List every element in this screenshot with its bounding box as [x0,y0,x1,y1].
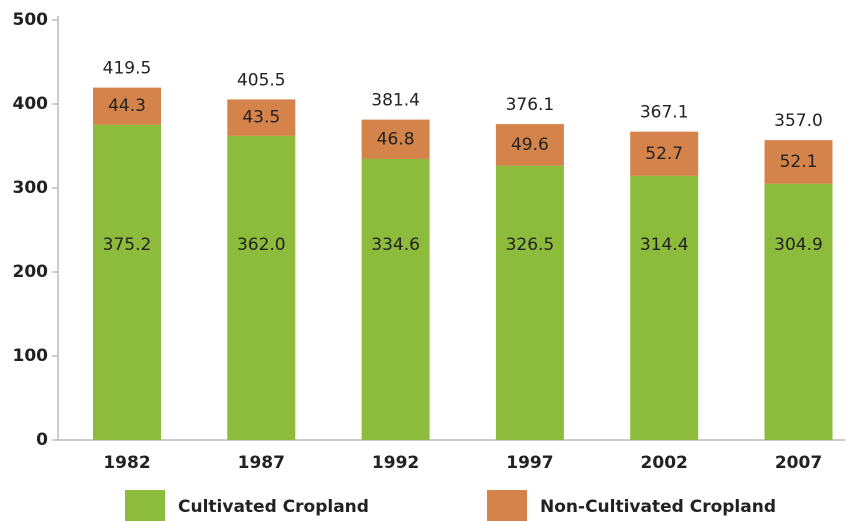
total-label: 419.5 [103,59,152,79]
y-tick-label: 100 [13,346,49,366]
legend-swatch [487,490,527,521]
bar-segment [764,183,833,440]
bar-segment [495,124,564,166]
value-label: 46.8 [377,129,415,149]
value-label: 49.6 [511,135,549,155]
total-label: 381.4 [371,91,420,111]
bar-segment [227,135,296,441]
bar-segment [630,175,699,441]
x-tick-label: 1982 [103,453,150,473]
bar-segment [93,87,161,125]
value-label: 362.0 [237,235,286,255]
bar-segment [227,99,296,136]
value-label: 52.1 [780,152,818,172]
total-label: 376.1 [506,95,555,115]
y-tick-label: 500 [13,10,49,30]
bar-segment [630,131,699,176]
value-label: 326.5 [506,235,555,255]
bar-segment [764,140,833,184]
bar-segment [361,158,430,440]
x-tick-label: 1987 [238,453,285,473]
value-label: 375.2 [103,235,152,255]
bar-segment [93,124,161,440]
total-label: 405.5 [237,70,286,90]
x-tick-label: 2007 [775,453,822,473]
y-tick-label: 0 [36,430,48,450]
legend-swatch [125,490,165,521]
x-tick-label: 2002 [641,453,688,473]
value-label: 334.6 [371,235,420,255]
total-label: 367.1 [640,103,689,123]
y-tick-label: 300 [13,178,49,198]
value-label: 304.9 [774,235,823,255]
value-label: 314.4 [640,235,689,255]
bar-segment [495,165,564,441]
y-tick-label: 200 [13,262,49,282]
x-tick-label: 1992 [372,453,419,473]
value-label: 43.5 [242,108,280,128]
x-tick-label: 1997 [506,453,553,473]
bar-segment [361,119,430,159]
value-label: 52.7 [645,144,683,164]
value-label: 44.3 [108,96,146,116]
legend-label: Non-Cultivated Cropland [540,497,776,517]
total-label: 357.0 [774,111,823,131]
legend-label: Cultivated Cropland [178,497,369,517]
y-tick-label: 400 [13,94,49,114]
